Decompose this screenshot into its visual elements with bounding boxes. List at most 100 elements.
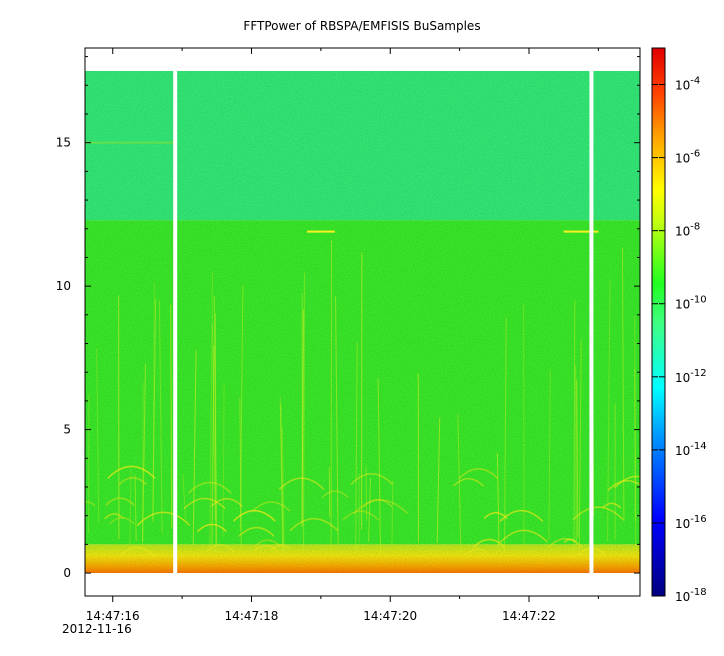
whistler-streak	[573, 300, 576, 557]
y-tick-label: 10	[56, 279, 71, 293]
plot-area	[85, 48, 640, 596]
chorus-arc	[350, 473, 394, 485]
whistler-streak	[621, 247, 625, 522]
whistler-streak	[504, 318, 507, 553]
colorbar-tick-label: 10-4	[675, 76, 700, 93]
chorus-arc	[205, 544, 235, 553]
whistler-streak	[212, 324, 216, 521]
chorus-arc	[271, 543, 291, 550]
chorus-arc	[452, 477, 485, 487]
colorbar-tick-label: 10-8	[675, 222, 700, 239]
whistler-streak	[377, 378, 382, 554]
colorbar-gradient	[651, 47, 666, 597]
chart-title: FFTPower of RBSPA/EMFISIS BuSamples	[243, 19, 480, 33]
chorus-arc	[105, 497, 135, 506]
x-date-label: 2012-11-16	[62, 622, 132, 636]
chorus-arc	[188, 481, 232, 494]
whistler-streak	[457, 414, 462, 552]
colorbar: 10-18 10-16 10-14 10-12 10-10 10-8 10-6 10-4	[651, 47, 707, 604]
whistler-streak	[575, 365, 577, 549]
whistler-streak	[239, 397, 242, 549]
noise-texture	[85, 70, 640, 574]
colorbar-tick-label: 10-16	[675, 514, 707, 531]
whistler-streak	[365, 466, 368, 521]
chorus-arc	[607, 479, 640, 491]
chorus-arc	[278, 477, 325, 490]
chorus-arc	[119, 546, 154, 557]
whistler-streak	[209, 272, 214, 552]
whistler-streak	[239, 285, 244, 531]
x-tick-label: 14:47:18	[225, 609, 279, 623]
whistler-streak	[335, 296, 339, 545]
chorus-arc	[499, 529, 548, 543]
chorus-arc	[253, 544, 278, 552]
x-tick-label: 14:47:20	[363, 609, 417, 623]
whistler-streak	[634, 316, 637, 553]
whistler-streak	[368, 477, 372, 542]
whistler-streak	[355, 342, 358, 554]
chorus-arc	[252, 501, 291, 512]
x-tick-label: 14:47:16	[86, 609, 140, 623]
whistler-streak	[152, 298, 157, 523]
chorus-arc	[321, 490, 349, 499]
y-tick-label: 15	[56, 136, 71, 150]
spectrogram-bands	[85, 70, 640, 574]
whistler-streak	[96, 348, 100, 523]
chorus-arc	[601, 502, 622, 509]
whistler-streak	[607, 279, 611, 541]
chorus-arc	[289, 518, 339, 532]
whistler-streak	[496, 452, 500, 548]
whistler-streak	[142, 363, 147, 541]
spectrogram-features	[85, 141, 640, 557]
chorus-arc	[183, 497, 226, 510]
whistler-streak	[182, 474, 187, 519]
whistler-streak	[152, 282, 155, 521]
y-tick-label: 5	[63, 423, 71, 437]
chorus-arc	[210, 497, 243, 507]
chorus-arc	[238, 526, 275, 537]
no-data-top	[85, 48, 640, 71]
colorbar-tick-label: 10-14	[675, 441, 707, 458]
chorus-arc	[362, 498, 393, 508]
chorus-arc	[253, 539, 282, 548]
whistler-streak	[301, 309, 304, 527]
whistler-streak	[142, 382, 144, 550]
chorus-arc	[233, 509, 276, 522]
chorus-arc	[353, 499, 408, 514]
whistler-streak	[578, 340, 582, 556]
whistler-streak	[280, 404, 284, 552]
data-gaps	[85, 48, 640, 596]
chorus-arc	[614, 475, 640, 489]
data-gap-1	[589, 70, 594, 574]
chorus-arc	[118, 476, 147, 486]
chorus-arc	[458, 468, 499, 480]
whistler-streak	[576, 379, 579, 538]
whistler-streak	[211, 345, 215, 545]
whistler-streak	[634, 369, 636, 522]
chorus-arc	[342, 510, 380, 521]
colorbar-tick-label: 10-18	[675, 587, 707, 604]
chorus-arc	[572, 506, 624, 521]
x-axis: 14:47:16 14:47:18 14:47:20 14:47:22	[86, 48, 599, 623]
whistler-streak	[303, 272, 305, 552]
whistler-streak	[548, 370, 551, 540]
no-data-bottom	[85, 573, 640, 596]
y-axis: 0 5 10 15	[56, 56, 640, 580]
chorus-arc	[499, 509, 544, 522]
chorus-arc	[107, 465, 156, 479]
whistler-streak	[523, 304, 525, 547]
chorus-arc	[136, 511, 191, 527]
chorus-arc	[85, 501, 96, 507]
colorbar-ticks: 10-18 10-16 10-14 10-12 10-10 10-8 10-6 10-4	[652, 76, 707, 604]
colorbar-tick-label: 10-12	[675, 368, 707, 385]
colorbar-tick-label: 10-6	[675, 149, 700, 166]
whistler-streak	[158, 300, 163, 534]
whistler-streak	[279, 396, 284, 556]
data-gap-0	[173, 70, 178, 574]
x-tick-label: 14:47:22	[502, 609, 556, 623]
chorus-arc	[104, 513, 125, 520]
whistler-streak	[436, 417, 441, 544]
whistler-streak	[222, 383, 225, 537]
y-tick-label: 0	[63, 566, 71, 580]
whistler-streak	[134, 474, 137, 541]
